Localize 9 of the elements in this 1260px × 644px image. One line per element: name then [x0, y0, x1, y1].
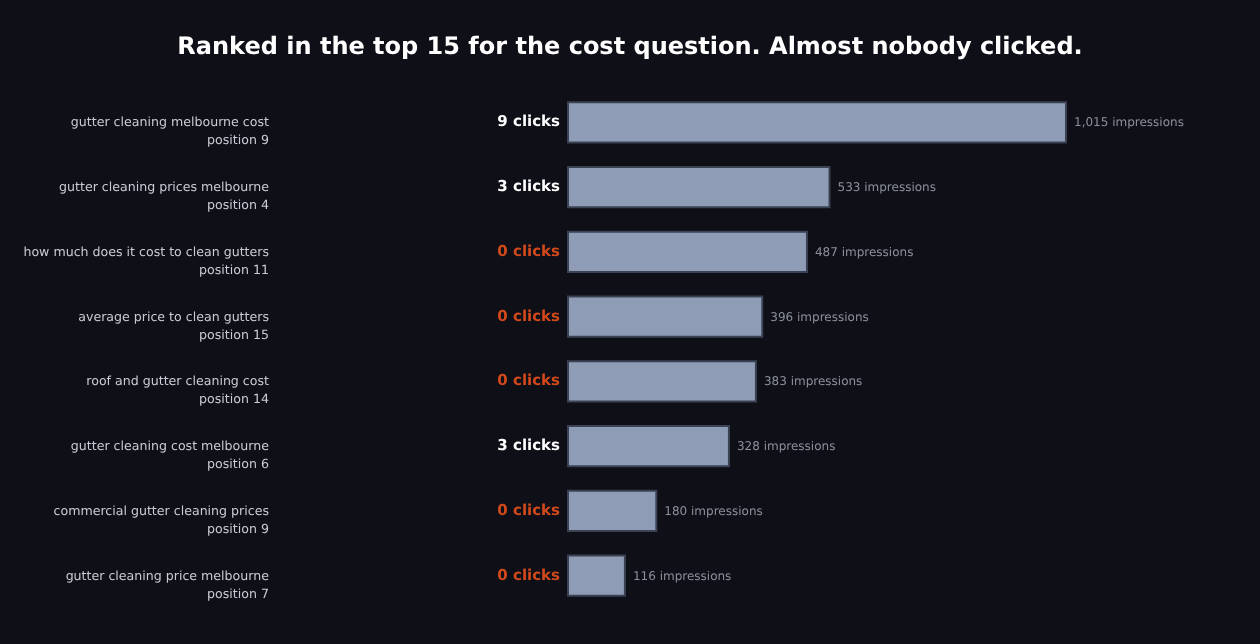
bar [567, 554, 626, 597]
chart-title: Ranked in the top 15 for the cost question. Almost nobody clicked. [177, 32, 1083, 60]
bar [567, 295, 764, 338]
bar [567, 166, 831, 209]
bar [567, 489, 658, 532]
bar [567, 230, 808, 273]
bar [567, 360, 757, 403]
bar [567, 425, 730, 468]
bar [567, 101, 1067, 144]
